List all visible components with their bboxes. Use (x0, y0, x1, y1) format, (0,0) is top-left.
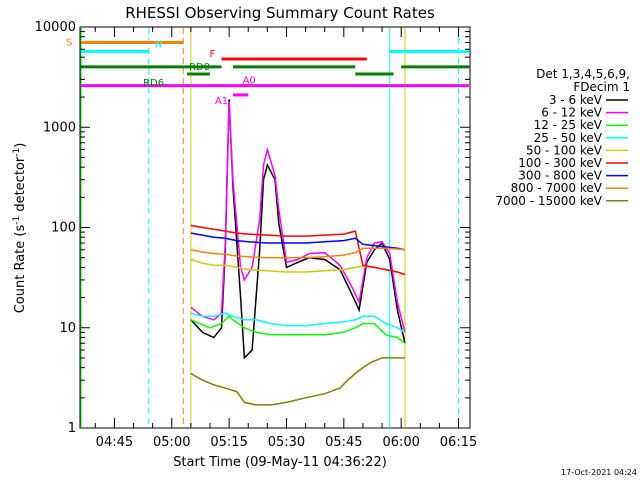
series-line-5 (190, 224, 406, 276)
series-line-1 (190, 101, 406, 333)
footer-timestamp: 17-Oct-2021 04:24 (561, 468, 637, 477)
flag-label-f: F (209, 49, 215, 60)
flag-label-n: N (155, 39, 162, 50)
series-line-6 (190, 232, 406, 251)
flag-label-rd6: RD6 (143, 78, 164, 89)
x-tick-label-0: 04:45 (96, 435, 133, 450)
series-line-8 (190, 357, 405, 406)
x-tick-label-4: 05:45 (325, 435, 362, 450)
x-axis-label: Start Time (09-May-11 04:36:22) (173, 455, 387, 470)
y-axis-label: Count Rate (s-1 detector-1) (12, 143, 28, 314)
legend-label-2: 12 - 25 keV (534, 118, 603, 132)
series-line-0 (190, 99, 406, 360)
y-tick-label-3: 1000 (43, 120, 76, 135)
legend-label-7: 800 - 7000 keV (511, 181, 603, 195)
flag-label-a1: A1 (215, 96, 228, 107)
legend-label-1: 6 - 12 keV (541, 106, 603, 120)
legend-label-5: 100 - 300 keV (518, 156, 602, 170)
x-tick-label-1: 05:00 (153, 435, 190, 450)
legend-label-3: 25 - 50 keV (534, 131, 603, 145)
legend-label-8: 7000 - 15000 keV (495, 194, 602, 208)
y-tick-label-1: 10 (59, 321, 76, 336)
plot-frame (79, 26, 471, 429)
flag-label-a0: A0 (243, 76, 256, 87)
legend-label-6: 300 - 800 keV (518, 169, 602, 183)
x-tick-label-2: 05:15 (210, 435, 247, 450)
x-tick-label-3: 05:30 (268, 435, 305, 450)
flag-label-s: S (66, 38, 72, 49)
x-tick-label-5: 06:00 (382, 435, 419, 450)
series-line-2 (190, 315, 406, 344)
y-tick-label-2: 100 (51, 221, 76, 236)
y-tick-label-0: 1 (68, 421, 76, 436)
y-tick-label-4: 10000 (35, 20, 76, 35)
plot-area (79, 26, 471, 429)
flag-label-rd0: RD0 (189, 62, 210, 73)
legend-title-line-2: FDecim 1 (573, 80, 630, 94)
series-line-7 (190, 247, 406, 259)
x-tick-label-6: 06:15 (440, 435, 477, 450)
legend-title-line-1: Det 1,3,4,5,6,9, (536, 67, 630, 81)
series-line-3 (190, 312, 406, 333)
legend-label-0: 3 - 6 keV (549, 93, 603, 107)
legend-label-4: 50 - 100 keV (526, 143, 603, 157)
chart-title: RHESSI Observing Summary Count Rates (125, 4, 435, 22)
